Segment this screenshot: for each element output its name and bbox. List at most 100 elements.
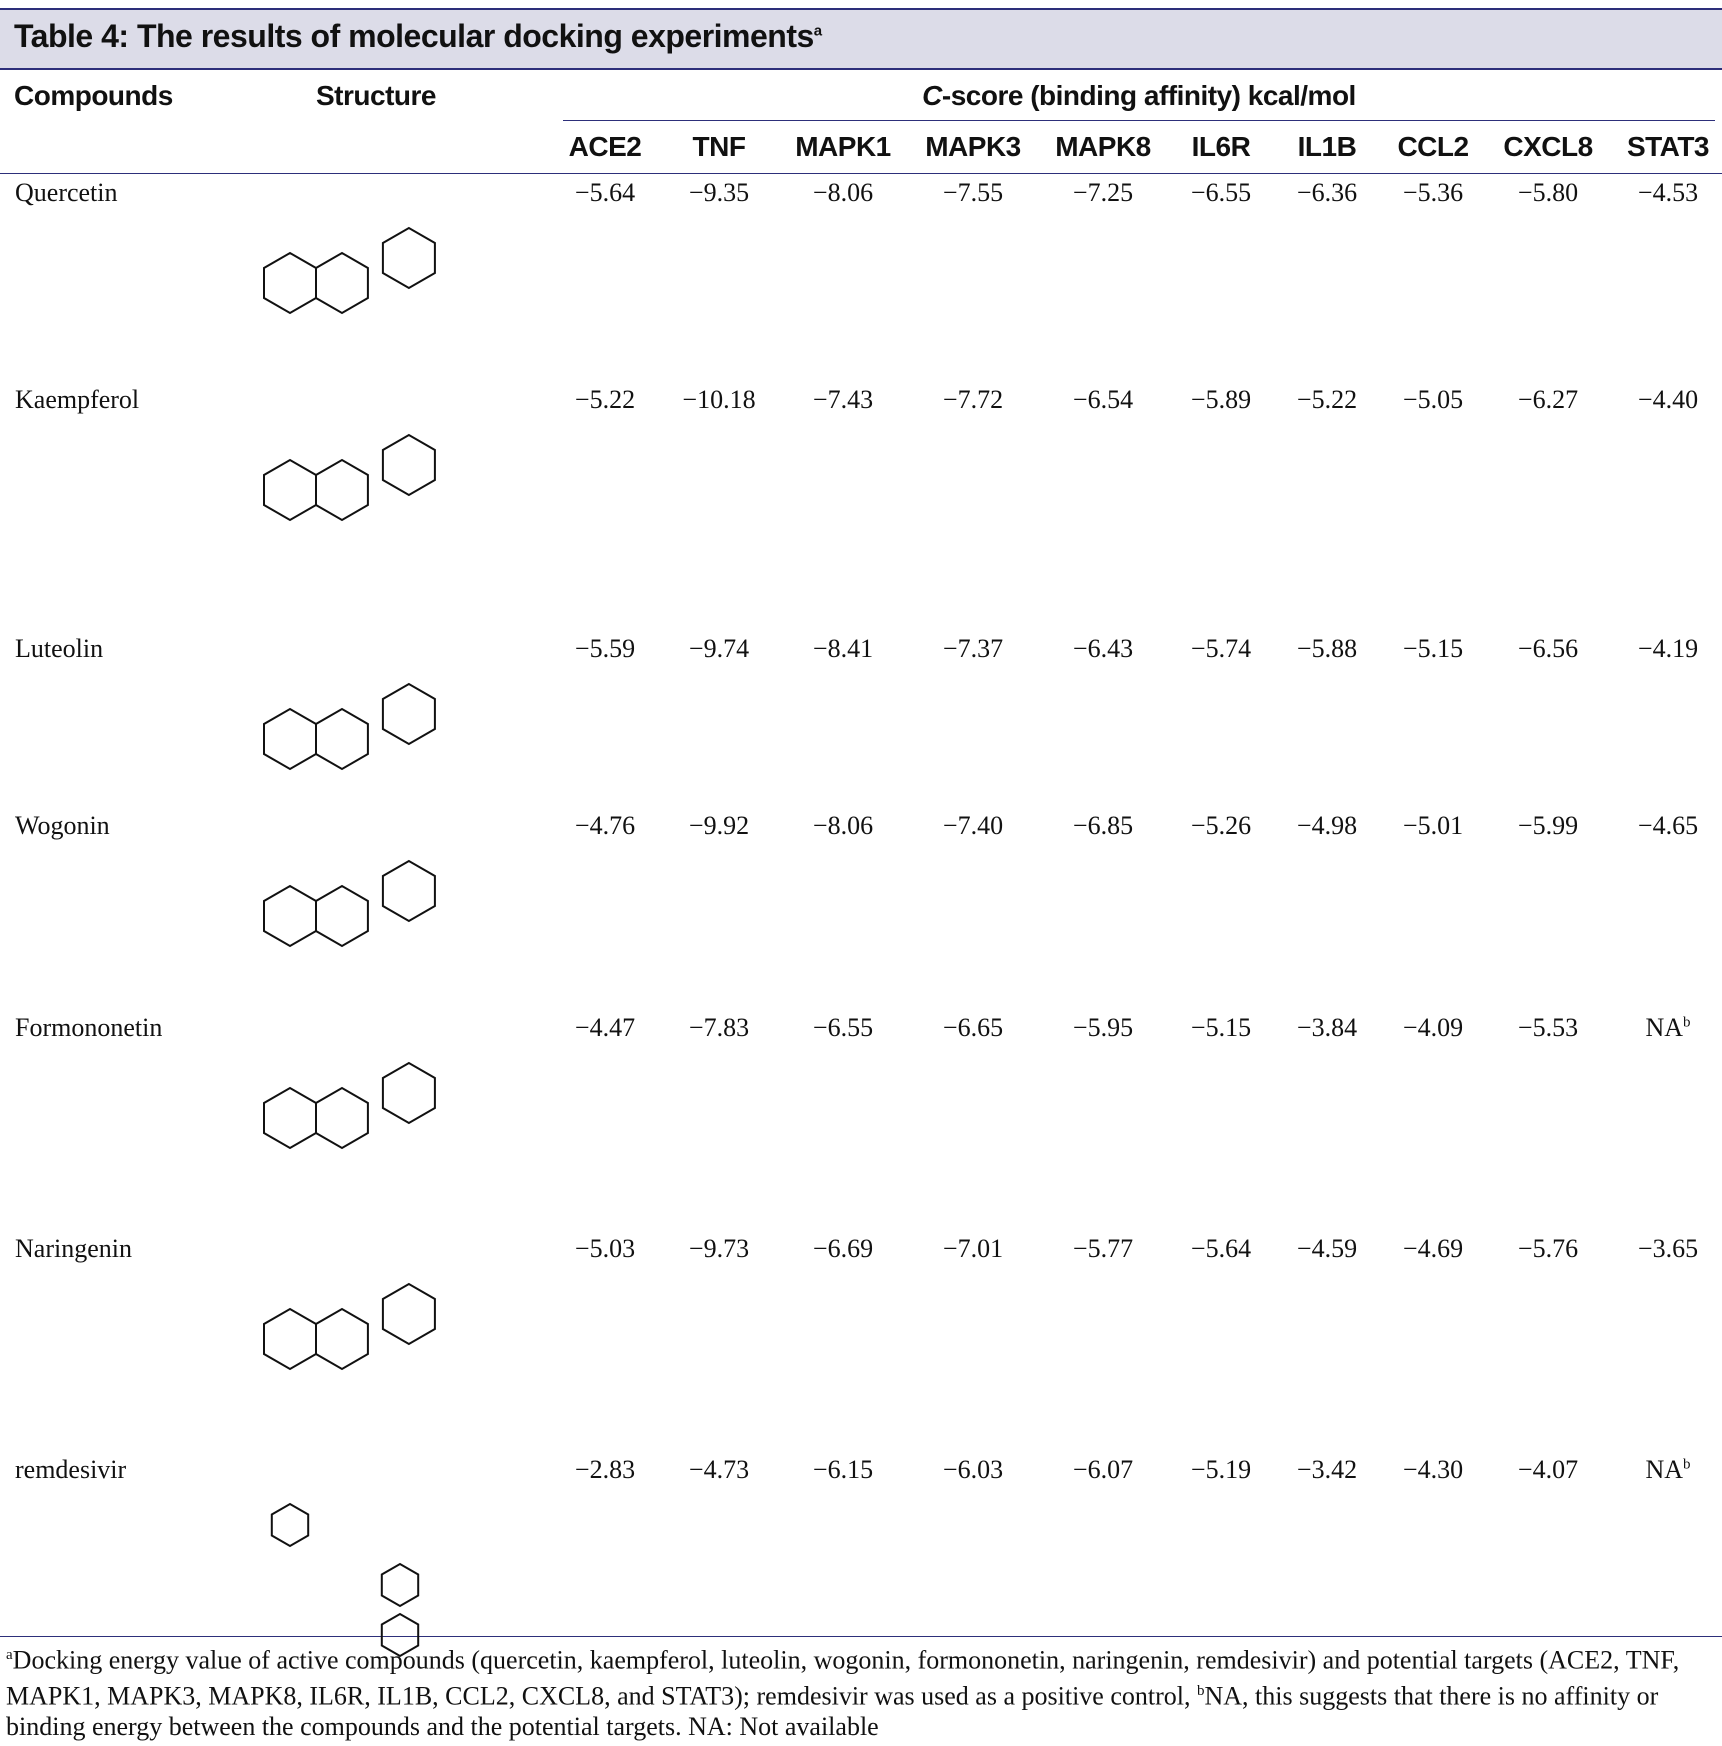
value-cell: −4.07 (1517, 1455, 1579, 1484)
value-cell: −6.43 (1072, 634, 1134, 663)
value-cell: −5.59 (574, 634, 636, 663)
value-cell: −5.80 (1517, 178, 1579, 207)
value-cell: −4.40 (1637, 385, 1699, 414)
value-cell: −8.06 (812, 178, 874, 207)
value-cell: −9.73 (688, 1234, 750, 1263)
compound-name: Naringenin (15, 1234, 132, 1263)
cell-note: b (1683, 1456, 1691, 1473)
compound-name: Luteolin (15, 634, 104, 663)
value-cell: −6.36 (1296, 178, 1358, 207)
ring (380, 1612, 420, 1658)
cell-note: b (1683, 1014, 1691, 1031)
value-cell: −9.92 (688, 811, 750, 840)
value-cell: −3.42 (1296, 1455, 1358, 1484)
value-cell: −5.15 (1402, 634, 1464, 663)
compound-name: Kaempferol (15, 385, 140, 414)
ring (315, 458, 369, 522)
ring (315, 1086, 369, 1150)
ring (263, 884, 317, 948)
value-cell: −5.19 (1190, 1455, 1252, 1484)
value-cell: −5.26 (1190, 811, 1252, 840)
value-cell: −8.06 (812, 811, 874, 840)
structure (263, 682, 436, 771)
value-cell: −5.36 (1402, 178, 1464, 207)
title-band (0, 8, 1722, 70)
value-cell: −4.69 (1402, 1234, 1464, 1263)
value-cell: −5.03 (574, 1234, 636, 1263)
compound-name: Formononetin (15, 1013, 163, 1042)
column-header: ACE2 (568, 131, 642, 162)
column-header: STAT3 (1626, 131, 1710, 162)
value-cell: −5.01 (1402, 811, 1464, 840)
value-cell: −6.07 (1072, 1455, 1134, 1484)
value-cell: −6.03 (942, 1455, 1004, 1484)
ring (315, 1307, 369, 1371)
value-cell: −7.55 (942, 178, 1004, 207)
value-cell: NAb (1608, 1013, 1722, 1043)
value-cell: −7.37 (942, 634, 1004, 663)
column-header: MAPK3 (925, 131, 1021, 162)
ring (380, 1562, 420, 1608)
ring (315, 251, 369, 315)
ring (381, 433, 436, 497)
value-cell: −7.40 (942, 811, 1004, 840)
value-cell: NAb (1608, 1455, 1722, 1485)
value-cell: −5.05 (1402, 385, 1464, 414)
column-header: CCL2 (1397, 131, 1469, 162)
ring (381, 859, 436, 923)
column-header: IL6R (1191, 131, 1251, 162)
ring (381, 682, 436, 746)
structure (263, 1061, 436, 1150)
compound-name: Quercetin (15, 178, 118, 207)
compound-name: remdesivir (15, 1455, 127, 1484)
value-cell: −2.83 (574, 1455, 636, 1484)
value-cell: −5.22 (574, 385, 636, 414)
rule (0, 1636, 1722, 1637)
value-cell: −6.65 (942, 1013, 1004, 1042)
structure (263, 859, 436, 948)
value-cell: −9.35 (688, 178, 750, 207)
ring (263, 707, 317, 771)
value-cell: −3.84 (1296, 1013, 1358, 1042)
cell-text: NA (1645, 1455, 1684, 1484)
value-cell: −5.53 (1517, 1013, 1579, 1042)
rule (0, 173, 1722, 174)
structure (263, 433, 436, 522)
value-cell: −7.01 (942, 1234, 1004, 1263)
value-cell: −5.99 (1517, 811, 1579, 840)
value-cell: −4.19 (1637, 634, 1699, 663)
structure (270, 1502, 420, 1658)
header-compounds: Compounds (14, 80, 173, 111)
ring (263, 1307, 317, 1371)
column-header: IL1B (1297, 131, 1357, 162)
value-cell: −4.09 (1402, 1013, 1464, 1042)
value-cell: −5.77 (1072, 1234, 1134, 1263)
value-cell: −7.25 (1072, 178, 1134, 207)
value-cell: −4.59 (1296, 1234, 1358, 1263)
value-cell: −3.65 (1637, 1234, 1699, 1263)
ring (381, 1061, 436, 1125)
ring (263, 458, 317, 522)
structure (263, 1282, 436, 1371)
ring (263, 251, 317, 315)
ring (381, 1282, 436, 1346)
value-cell: −6.27 (1517, 385, 1579, 414)
column-header: CXCL8 (1503, 131, 1593, 162)
value-cell: −10.18 (682, 385, 756, 414)
footnote: aDocking energy value of active compound… (6, 1645, 1680, 1742)
value-cell: −5.15 (1190, 1013, 1252, 1042)
value-cell: −8.41 (812, 634, 874, 663)
column-header: TNF (692, 131, 746, 162)
value-cell: −5.74 (1190, 634, 1252, 663)
rule (563, 120, 1715, 121)
structure (263, 226, 436, 315)
ring (270, 1502, 310, 1548)
value-cell: −7.83 (688, 1013, 750, 1042)
value-cell: −7.43 (812, 385, 874, 414)
value-cell: −5.88 (1296, 634, 1358, 663)
value-cell: −5.64 (574, 178, 636, 207)
value-cell: −5.64 (1190, 1234, 1252, 1263)
value-cell: −5.22 (1296, 385, 1358, 414)
value-cell: −4.53 (1637, 178, 1699, 207)
